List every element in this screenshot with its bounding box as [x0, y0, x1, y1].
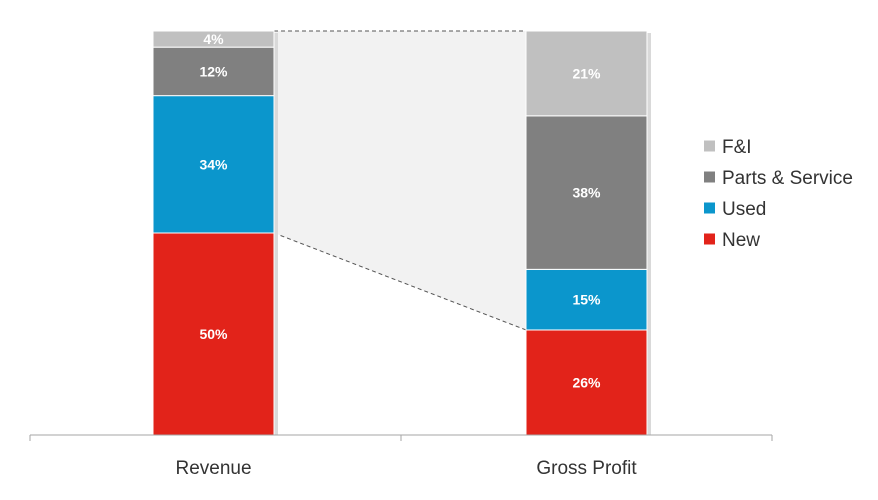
data-label-gross-profit-new: 26%: [572, 374, 601, 390]
legend-label-used: Used: [722, 199, 766, 220]
legend-swatch-f-i: [704, 140, 715, 152]
data-label-gross-profit-used: 15%: [572, 292, 601, 308]
legend-label-f-i: F&I: [722, 137, 752, 158]
data-label-revenue-used: 34%: [199, 156, 228, 172]
bar-shadow-revenue: [274, 33, 278, 435]
bar-shadow-gross-profit: [647, 33, 651, 435]
connector-shading: [274, 31, 526, 330]
x-tick-label-revenue: Revenue: [175, 458, 251, 479]
legend-label-new: New: [722, 230, 760, 251]
legend-swatch-new: [704, 233, 715, 245]
data-label-revenue-f-i: 4%: [203, 31, 224, 47]
data-label-gross-profit-f-i: 21%: [572, 65, 601, 81]
connector-line-new: [273, 232, 527, 331]
x-tick-label-gross-profit: Gross Profit: [536, 458, 637, 479]
bar-segment-revenue-f-i: [152, 30, 275, 48]
bar-segment-gross-profit-f-i: [525, 30, 648, 117]
legend-swatch-used: [704, 202, 715, 214]
legend-label-parts-service: Parts & Service: [722, 168, 853, 189]
data-label-gross-profit-parts-service: 38%: [572, 185, 601, 201]
bar-segment-revenue-new: [152, 232, 275, 436]
data-label-revenue-parts-service: 12%: [199, 63, 228, 79]
legend-swatch-parts-service: [704, 171, 715, 183]
bar-segment-revenue-parts-service: [152, 46, 275, 97]
data-label-revenue-new: 50%: [199, 326, 228, 342]
